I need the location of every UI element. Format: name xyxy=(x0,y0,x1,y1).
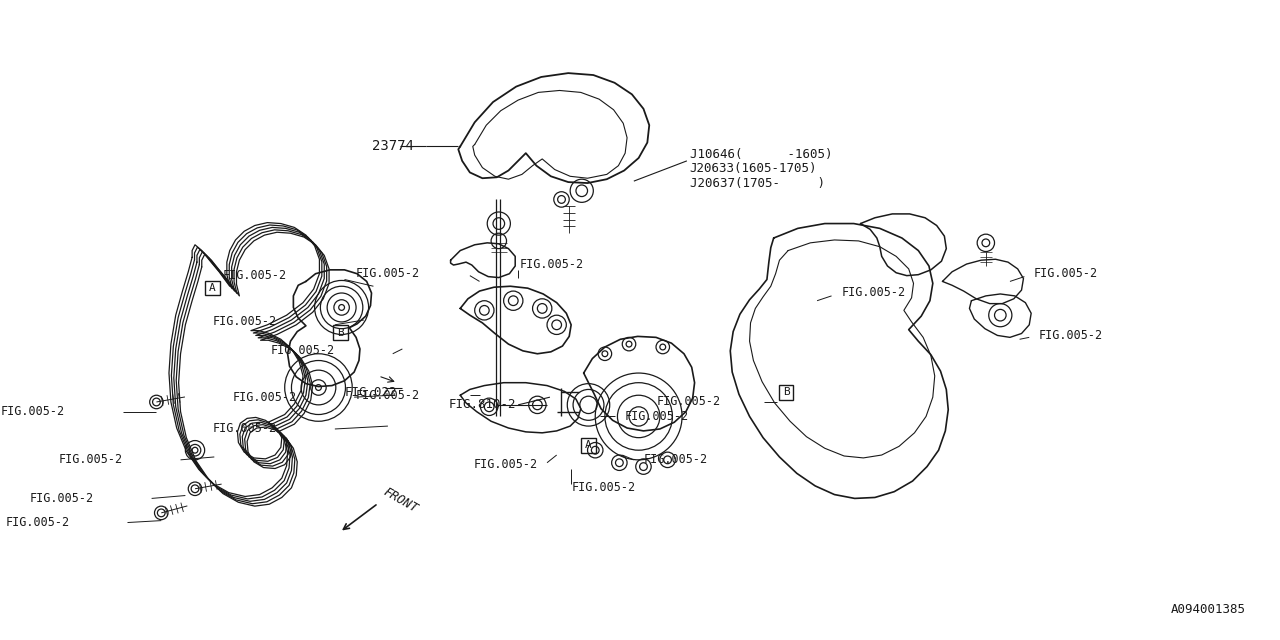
Text: A: A xyxy=(585,440,591,451)
Text: FIG.005-2: FIG.005-2 xyxy=(356,268,420,280)
Text: FIG.005-2: FIG.005-2 xyxy=(1,405,65,418)
Text: B: B xyxy=(337,328,344,337)
Text: B: B xyxy=(783,387,790,397)
Text: FIG.005-2: FIG.005-2 xyxy=(59,453,123,467)
Text: FIG.005-2: FIG.005-2 xyxy=(841,287,905,300)
Text: FIG.005-2: FIG.005-2 xyxy=(356,388,420,402)
Text: FIG.005-2: FIG.005-2 xyxy=(520,257,584,271)
Text: FIG.005-2: FIG.005-2 xyxy=(657,396,721,408)
Text: J20633(1605-1705): J20633(1605-1705) xyxy=(690,162,817,175)
Text: FIG.005-2: FIG.005-2 xyxy=(271,344,335,357)
Text: FIG.005-2: FIG.005-2 xyxy=(212,316,276,328)
Text: FIG.005-2: FIG.005-2 xyxy=(1039,329,1103,342)
Text: FIG.005-2: FIG.005-2 xyxy=(5,516,69,529)
Text: FIG.005-2: FIG.005-2 xyxy=(232,390,296,404)
Text: A094001385: A094001385 xyxy=(1171,603,1247,616)
Text: FIG.810-2: FIG.810-2 xyxy=(449,398,516,412)
Text: J10646(      -1605): J10646( -1605) xyxy=(690,148,832,161)
Text: 23774: 23774 xyxy=(371,140,413,154)
Bar xyxy=(333,325,348,340)
Text: FIG.005-2: FIG.005-2 xyxy=(644,453,708,467)
Text: FIG.005-2: FIG.005-2 xyxy=(474,458,538,471)
Text: A: A xyxy=(209,283,216,293)
Text: FIG.005-2: FIG.005-2 xyxy=(29,492,93,505)
Bar xyxy=(581,438,595,452)
Text: FRONT: FRONT xyxy=(381,485,420,515)
Text: J20637(1705-     ): J20637(1705- ) xyxy=(690,177,824,189)
Bar xyxy=(780,385,794,399)
Text: FIG.005-2: FIG.005-2 xyxy=(625,410,689,423)
Text: FIG.005-2: FIG.005-2 xyxy=(1034,268,1098,280)
Bar xyxy=(205,281,220,296)
Text: FIG.005-2: FIG.005-2 xyxy=(212,422,276,435)
Text: FIG.005-2: FIG.005-2 xyxy=(571,481,635,494)
Text: FIG.005-2: FIG.005-2 xyxy=(223,269,287,282)
Text: FIG.022: FIG.022 xyxy=(344,386,397,399)
